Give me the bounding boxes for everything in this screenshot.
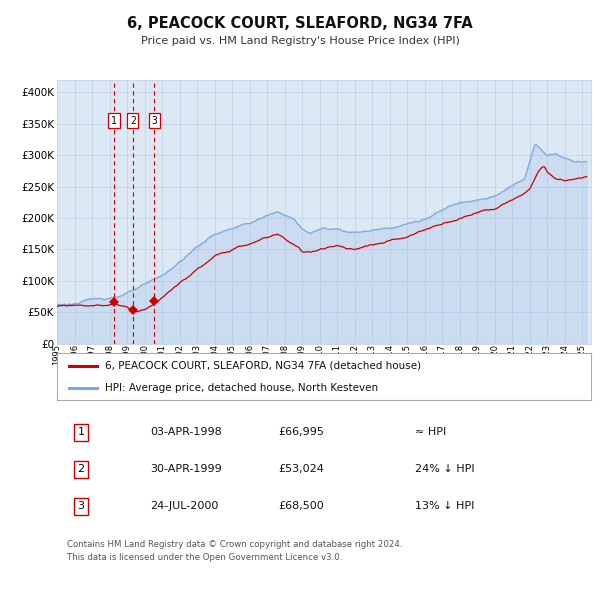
Text: HPI: Average price, detached house, North Kesteven: HPI: Average price, detached house, Nort… bbox=[105, 383, 378, 393]
Text: 3: 3 bbox=[151, 116, 157, 126]
Text: £66,995: £66,995 bbox=[278, 427, 325, 437]
Text: 2: 2 bbox=[77, 464, 85, 474]
Text: Price paid vs. HM Land Registry's House Price Index (HPI): Price paid vs. HM Land Registry's House … bbox=[140, 37, 460, 46]
Text: 30-APR-1999: 30-APR-1999 bbox=[151, 464, 222, 474]
Text: 2: 2 bbox=[130, 116, 136, 126]
Text: 24-JUL-2000: 24-JUL-2000 bbox=[151, 501, 219, 511]
Text: £68,500: £68,500 bbox=[278, 501, 325, 511]
Text: 1: 1 bbox=[77, 427, 85, 437]
Text: 6, PEACOCK COURT, SLEAFORD, NG34 7FA: 6, PEACOCK COURT, SLEAFORD, NG34 7FA bbox=[127, 16, 473, 31]
Text: 13% ↓ HPI: 13% ↓ HPI bbox=[415, 501, 474, 511]
Text: Contains HM Land Registry data © Crown copyright and database right 2024.
This d: Contains HM Land Registry data © Crown c… bbox=[67, 540, 402, 562]
Text: 24% ↓ HPI: 24% ↓ HPI bbox=[415, 464, 475, 474]
Text: ≈ HPI: ≈ HPI bbox=[415, 427, 446, 437]
Text: 6, PEACOCK COURT, SLEAFORD, NG34 7FA (detached house): 6, PEACOCK COURT, SLEAFORD, NG34 7FA (de… bbox=[105, 360, 421, 371]
Text: 3: 3 bbox=[77, 501, 85, 511]
Text: £53,024: £53,024 bbox=[278, 464, 325, 474]
Text: 03-APR-1998: 03-APR-1998 bbox=[151, 427, 222, 437]
Text: 1: 1 bbox=[111, 116, 117, 126]
